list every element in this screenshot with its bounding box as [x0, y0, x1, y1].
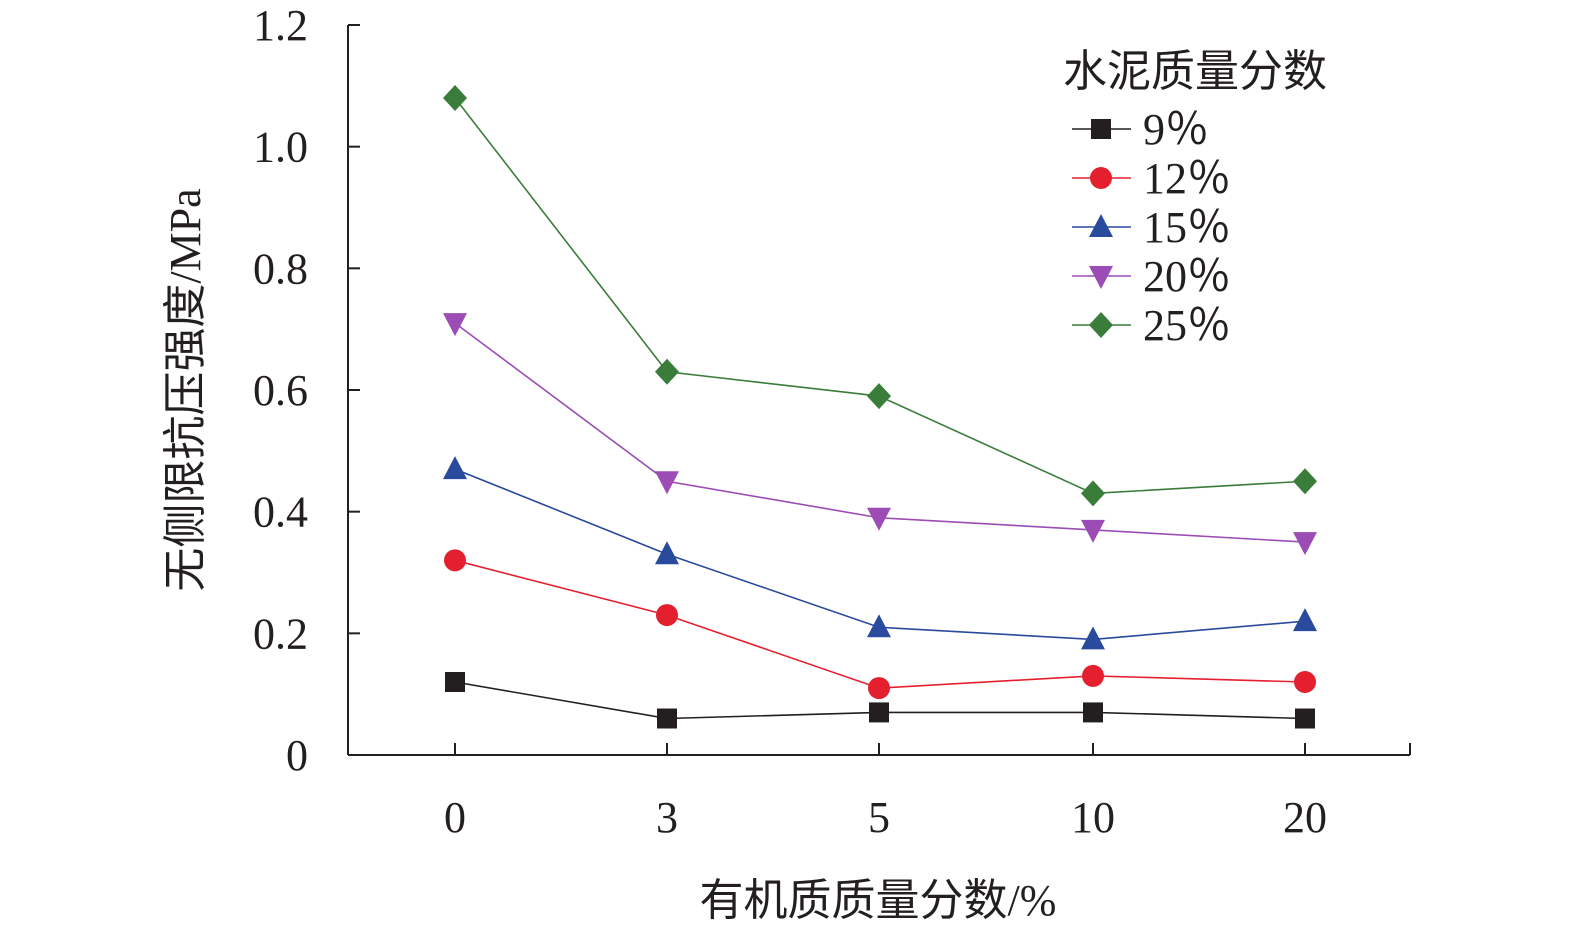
legend-marker	[1090, 167, 1112, 189]
legend-item: 20％	[1072, 252, 1231, 301]
data-point	[867, 507, 891, 531]
data-point	[657, 708, 677, 729]
legend-label: 15％	[1143, 203, 1231, 252]
legend-marker	[1091, 119, 1111, 139]
data-point	[443, 313, 467, 337]
series-4	[443, 85, 1317, 507]
y-tick-label: 0	[286, 731, 308, 780]
legend-label: 25％	[1143, 301, 1231, 350]
data-point	[867, 383, 891, 410]
data-point	[868, 677, 890, 700]
axes: 0 0.2 0.4 0.6 0.8 1.0 1.2 0 3 5 10 20	[253, 1, 1411, 842]
legend: 水泥质量分数 9％12％15％20％25％	[1063, 47, 1327, 350]
data-point	[1293, 468, 1317, 495]
series-0	[445, 672, 1315, 729]
data-point	[443, 456, 467, 480]
data-point	[1081, 480, 1105, 507]
y-tick-label: 1.2	[253, 1, 308, 50]
y-tick-label: 0.6	[253, 366, 308, 415]
legend-marker	[1089, 214, 1113, 237]
legend-label: 12％	[1143, 154, 1231, 203]
data-point	[867, 614, 891, 638]
data-point	[1081, 626, 1105, 650]
series-layer	[443, 85, 1317, 729]
data-point	[869, 702, 889, 723]
x-tick-label: 3	[656, 793, 678, 842]
legend-marker	[1089, 266, 1113, 289]
series-1	[444, 549, 1316, 700]
y-tick-label: 0.8	[253, 244, 308, 293]
series-2	[443, 456, 1317, 650]
series-3	[443, 313, 1317, 556]
x-tick-label: 5	[868, 793, 890, 842]
y-tick-label: 0.2	[253, 609, 308, 658]
data-point	[655, 471, 679, 495]
legend-item: 15％	[1072, 203, 1231, 252]
legend-marker	[1089, 312, 1113, 338]
legend-label: 20％	[1143, 252, 1231, 301]
data-point	[444, 549, 466, 572]
y-axis-title: 无侧限抗压强度/MPa	[161, 188, 210, 591]
legend-item: 12％	[1072, 154, 1231, 203]
legend-title: 水泥质量分数	[1063, 47, 1327, 96]
legend-item: 9％	[1072, 105, 1209, 154]
data-point	[443, 85, 467, 111]
data-point	[1293, 608, 1317, 632]
y-tick-label: 0.4	[253, 488, 308, 537]
data-point	[655, 541, 679, 565]
data-point	[445, 672, 465, 692]
x-tick-label: 10	[1071, 793, 1115, 842]
x-tick-label: 0	[444, 793, 466, 842]
x-axis-title: 有机质质量分数/%	[700, 876, 1057, 925]
series-line	[454, 468, 1306, 641]
y-tick-label: 1.0	[253, 123, 308, 172]
data-point	[655, 358, 679, 385]
data-point	[1083, 702, 1103, 723]
data-point	[1082, 664, 1104, 687]
data-point	[1295, 708, 1315, 729]
legend-label: 9％	[1143, 105, 1209, 154]
legend-item: 25％	[1072, 301, 1231, 350]
data-point	[1081, 519, 1105, 543]
x-tick-label: 20	[1283, 793, 1327, 842]
data-point	[1293, 532, 1317, 556]
data-point	[1294, 671, 1316, 693]
data-point	[656, 604, 678, 627]
